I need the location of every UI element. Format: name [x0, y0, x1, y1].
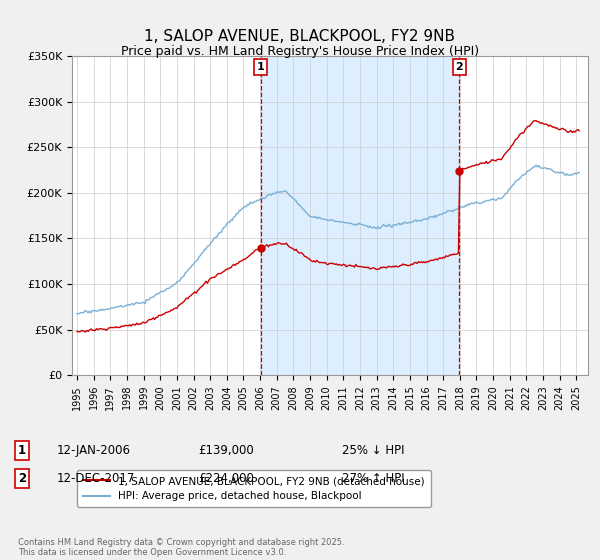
Text: £139,000: £139,000: [198, 444, 254, 458]
Text: 12-DEC-2017: 12-DEC-2017: [57, 472, 136, 486]
Text: 12-JAN-2006: 12-JAN-2006: [57, 444, 131, 458]
Text: £224,000: £224,000: [198, 472, 254, 486]
Text: 25% ↓ HPI: 25% ↓ HPI: [342, 444, 404, 458]
Text: 1: 1: [18, 444, 26, 458]
Text: 2: 2: [455, 62, 463, 72]
Bar: [261, 56, 459, 375]
Legend: 1, SALOP AVENUE, BLACKPOOL, FY2 9NB (detached house), HPI: Average price, detach: 1, SALOP AVENUE, BLACKPOOL, FY2 9NB (det…: [77, 470, 431, 507]
Text: Price paid vs. HM Land Registry's House Price Index (HPI): Price paid vs. HM Land Registry's House …: [121, 45, 479, 58]
Text: 27% ↑ HPI: 27% ↑ HPI: [342, 472, 404, 486]
Text: 1, SALOP AVENUE, BLACKPOOL, FY2 9NB: 1, SALOP AVENUE, BLACKPOOL, FY2 9NB: [145, 29, 455, 44]
Text: 2: 2: [18, 472, 26, 486]
Text: Contains HM Land Registry data © Crown copyright and database right 2025.
This d: Contains HM Land Registry data © Crown c…: [18, 538, 344, 557]
Text: 1: 1: [257, 62, 265, 72]
